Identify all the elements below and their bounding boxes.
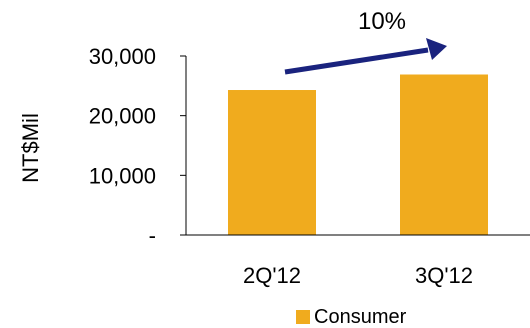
y-tick-label: 10,000	[89, 163, 156, 188]
y-axis: - 10,000 20,000 30,000	[89, 44, 187, 248]
y-tick-label: 20,000	[89, 104, 156, 129]
y-tick-label: -	[149, 223, 156, 248]
growth-percent-label: 10%	[358, 8, 406, 35]
y-tick-label: 30,000	[89, 44, 156, 69]
legend: Consumer	[296, 306, 406, 328]
x-axis: 2Q'12 3Q'12	[186, 234, 530, 288]
growth-annotation: 10%	[284, 8, 447, 75]
bar-consumer-0	[228, 90, 316, 235]
y-axis-label: NT$Mil	[18, 113, 43, 183]
legend-label-consumer: Consumer	[314, 306, 407, 328]
growth-arrow-head	[426, 38, 447, 60]
bars	[228, 74, 488, 235]
legend-swatch-consumer	[296, 310, 310, 324]
x-tick-label: 3Q'12	[415, 263, 473, 288]
x-tick-label: 2Q'12	[243, 263, 301, 288]
growth-arrow-shaft	[284, 47, 429, 75]
bar-consumer-1	[400, 74, 488, 235]
